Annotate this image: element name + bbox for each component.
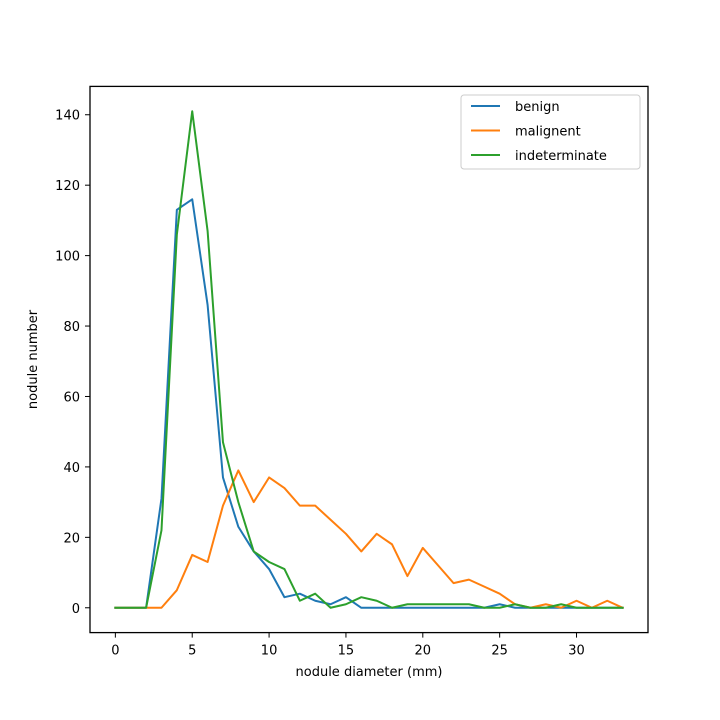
legend-label: benign (515, 100, 560, 115)
x-tick-label: 0 (111, 644, 119, 659)
legend-label: indeterminate (515, 149, 607, 164)
series-line-indeterminate (114, 110, 624, 609)
y-axis-label: nodule number (26, 309, 41, 409)
y-tick-label: 60 (63, 390, 80, 405)
legend: benign malignent indeterminate (460, 94, 641, 170)
x-axis-ticks: 0 5 10 15 20 25 30 (111, 632, 585, 659)
y-tick-label: 80 (63, 320, 80, 335)
x-tick-label: 15 (338, 644, 355, 659)
x-tick-label: 10 (261, 644, 278, 659)
y-axis-ticks: 0 20 40 60 80 100 120 140 (55, 109, 90, 617)
legend-label: malignent (515, 125, 581, 140)
plot-frame (89, 85, 649, 634)
x-tick-label: 25 (491, 644, 508, 659)
y-tick-label: 20 (63, 531, 80, 546)
x-axis-label: nodule diameter (mm) (296, 665, 443, 680)
x-tick-label: 30 (568, 644, 585, 659)
y-tick-label: 120 (55, 179, 80, 194)
series-layer (114, 110, 624, 610)
x-tick-label: 5 (188, 644, 196, 659)
y-tick-label: 140 (55, 109, 80, 124)
x-tick-label: 20 (415, 644, 432, 659)
y-tick-label: 40 (63, 461, 80, 476)
legend-box (460, 94, 641, 170)
series-line-malignent (114, 469, 624, 610)
y-tick-label: 0 (72, 602, 80, 617)
y-tick-label: 100 (55, 250, 80, 265)
